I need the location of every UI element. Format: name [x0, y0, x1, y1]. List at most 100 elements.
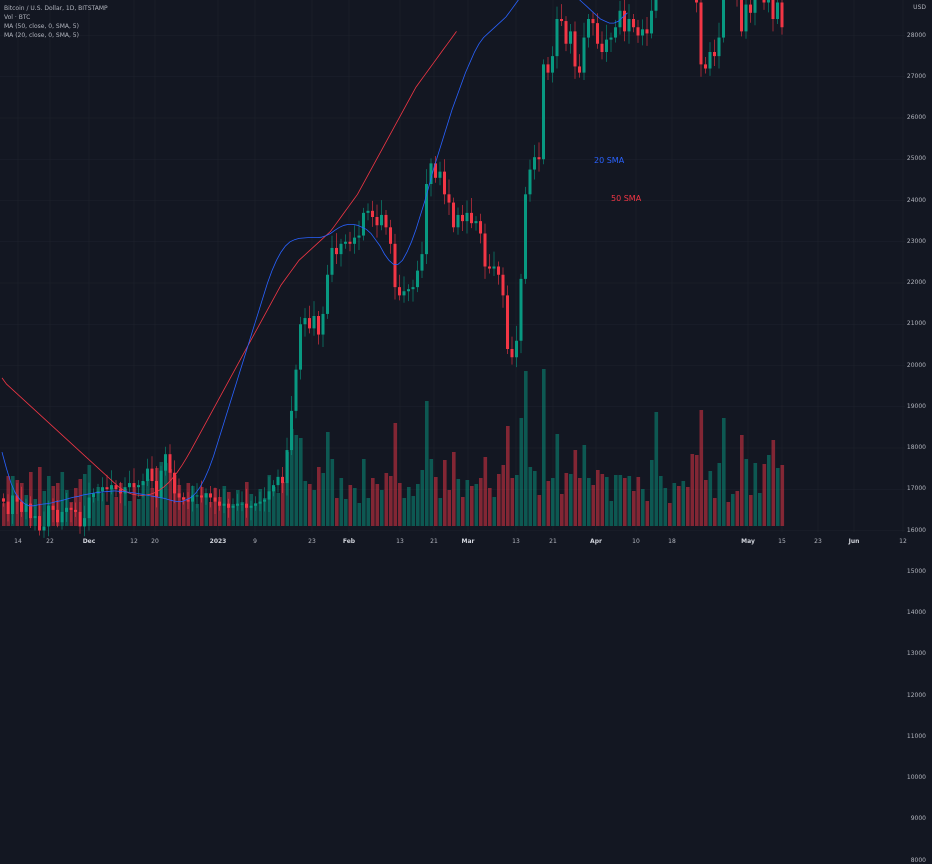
volume-bar: [326, 432, 330, 526]
candle-body: [403, 291, 406, 295]
volume-bar: [335, 498, 339, 526]
price-tick-label: 19000: [907, 403, 926, 410]
candle-body: [628, 19, 631, 31]
volume-bar: [781, 465, 785, 526]
volume-bar: [713, 498, 717, 526]
volume-bars: [2, 369, 784, 526]
volume-bar: [691, 454, 695, 526]
candle-body: [101, 487, 104, 491]
volume-bar: [497, 474, 501, 526]
candle-body: [223, 504, 226, 506]
volume-bar: [511, 478, 515, 526]
volume-bar: [340, 478, 344, 526]
volume-bar: [763, 464, 767, 526]
volume-bar: [547, 481, 551, 526]
candle-body: [146, 469, 149, 481]
candlestick-chart: [0, 0, 932, 550]
date-tick-label: 9: [253, 538, 257, 545]
volume-bar: [389, 476, 393, 526]
candle-body: [398, 287, 401, 295]
candle-body: [466, 213, 469, 221]
volume-bar: [106, 505, 110, 526]
volume-bar: [70, 502, 74, 526]
volume-bar: [430, 459, 434, 526]
volume-bar: [569, 474, 573, 526]
volume-bar: [277, 493, 281, 526]
volume-bar: [704, 480, 708, 526]
candle-body: [151, 469, 154, 481]
candle-body: [74, 510, 77, 512]
candle-body: [88, 498, 91, 519]
candle-body: [263, 500, 266, 502]
date-tick-label: 22: [46, 538, 54, 545]
chart-legend: Bitcoin / U.S. Dollar, 1D, BITSTAMP Vol …: [4, 4, 108, 40]
volume-bar: [772, 440, 776, 526]
legend-volume: Vol · BTC: [4, 13, 108, 22]
candle-body: [754, 0, 757, 13]
candle-body: [506, 295, 509, 349]
candle-body: [43, 526, 46, 530]
candle-body: [457, 215, 460, 227]
candle-body: [227, 504, 230, 508]
candle-body: [547, 64, 550, 72]
candle-body: [605, 40, 608, 52]
candle-body: [38, 516, 41, 530]
volume-bar: [502, 465, 506, 526]
volume-bar: [484, 457, 488, 526]
volume-bar: [668, 503, 672, 526]
candle-body: [214, 498, 217, 502]
candle-body: [439, 172, 442, 178]
volume-bar: [137, 499, 141, 526]
candle-body: [254, 504, 257, 506]
candle-body: [281, 477, 284, 483]
price-tick-label: 17000: [907, 485, 926, 492]
candle-body: [749, 5, 752, 13]
date-tick-label: May: [741, 538, 755, 545]
volume-bar: [700, 410, 704, 526]
volume-bar: [556, 434, 560, 526]
candle-body: [700, 3, 703, 65]
candle-body: [7, 502, 10, 514]
date-tick-label: 13: [512, 538, 520, 545]
candle-body: [695, 0, 698, 3]
volume-bar: [317, 467, 321, 526]
volume-bar: [632, 491, 636, 526]
candle-body: [317, 316, 320, 335]
candle-body: [520, 279, 523, 341]
volume-bar: [74, 488, 78, 526]
candle-body: [268, 491, 271, 499]
volume-bar: [124, 489, 128, 526]
volume-bar: [353, 488, 357, 526]
volume-bar: [722, 418, 726, 526]
volume-bar: [349, 485, 353, 526]
candle-body: [106, 487, 109, 489]
price-tick-label: 22000: [907, 279, 926, 286]
candle-body: [560, 19, 563, 21]
date-tick-label: 14: [14, 538, 22, 545]
candle-body: [2, 498, 5, 501]
candle-body: [83, 518, 86, 526]
candle-body: [461, 215, 464, 221]
date-tick-label: Jun: [849, 538, 860, 545]
candle-body: [722, 0, 725, 38]
candle-body: [128, 483, 131, 487]
candle-body: [196, 495, 199, 496]
candle-body: [655, 0, 658, 11]
volume-bar: [394, 423, 398, 526]
volume-bar: [128, 501, 132, 526]
candle-body: [164, 454, 167, 471]
candle-body: [745, 5, 748, 32]
candle-body: [340, 244, 343, 254]
candle-body: [322, 314, 325, 335]
date-tick-label: 23: [814, 538, 822, 545]
price-tick-label: 9000: [911, 815, 926, 822]
volume-bar: [767, 455, 771, 526]
candle-body: [376, 217, 379, 225]
volume-bar: [403, 498, 407, 526]
legend-ma50: MA (50, close, 0, SMA, 5): [4, 22, 108, 31]
volume-bar: [592, 485, 596, 526]
candle-body: [488, 267, 491, 269]
volume-bar: [619, 475, 623, 526]
volume-bar: [655, 412, 659, 526]
candle-body: [349, 242, 352, 244]
